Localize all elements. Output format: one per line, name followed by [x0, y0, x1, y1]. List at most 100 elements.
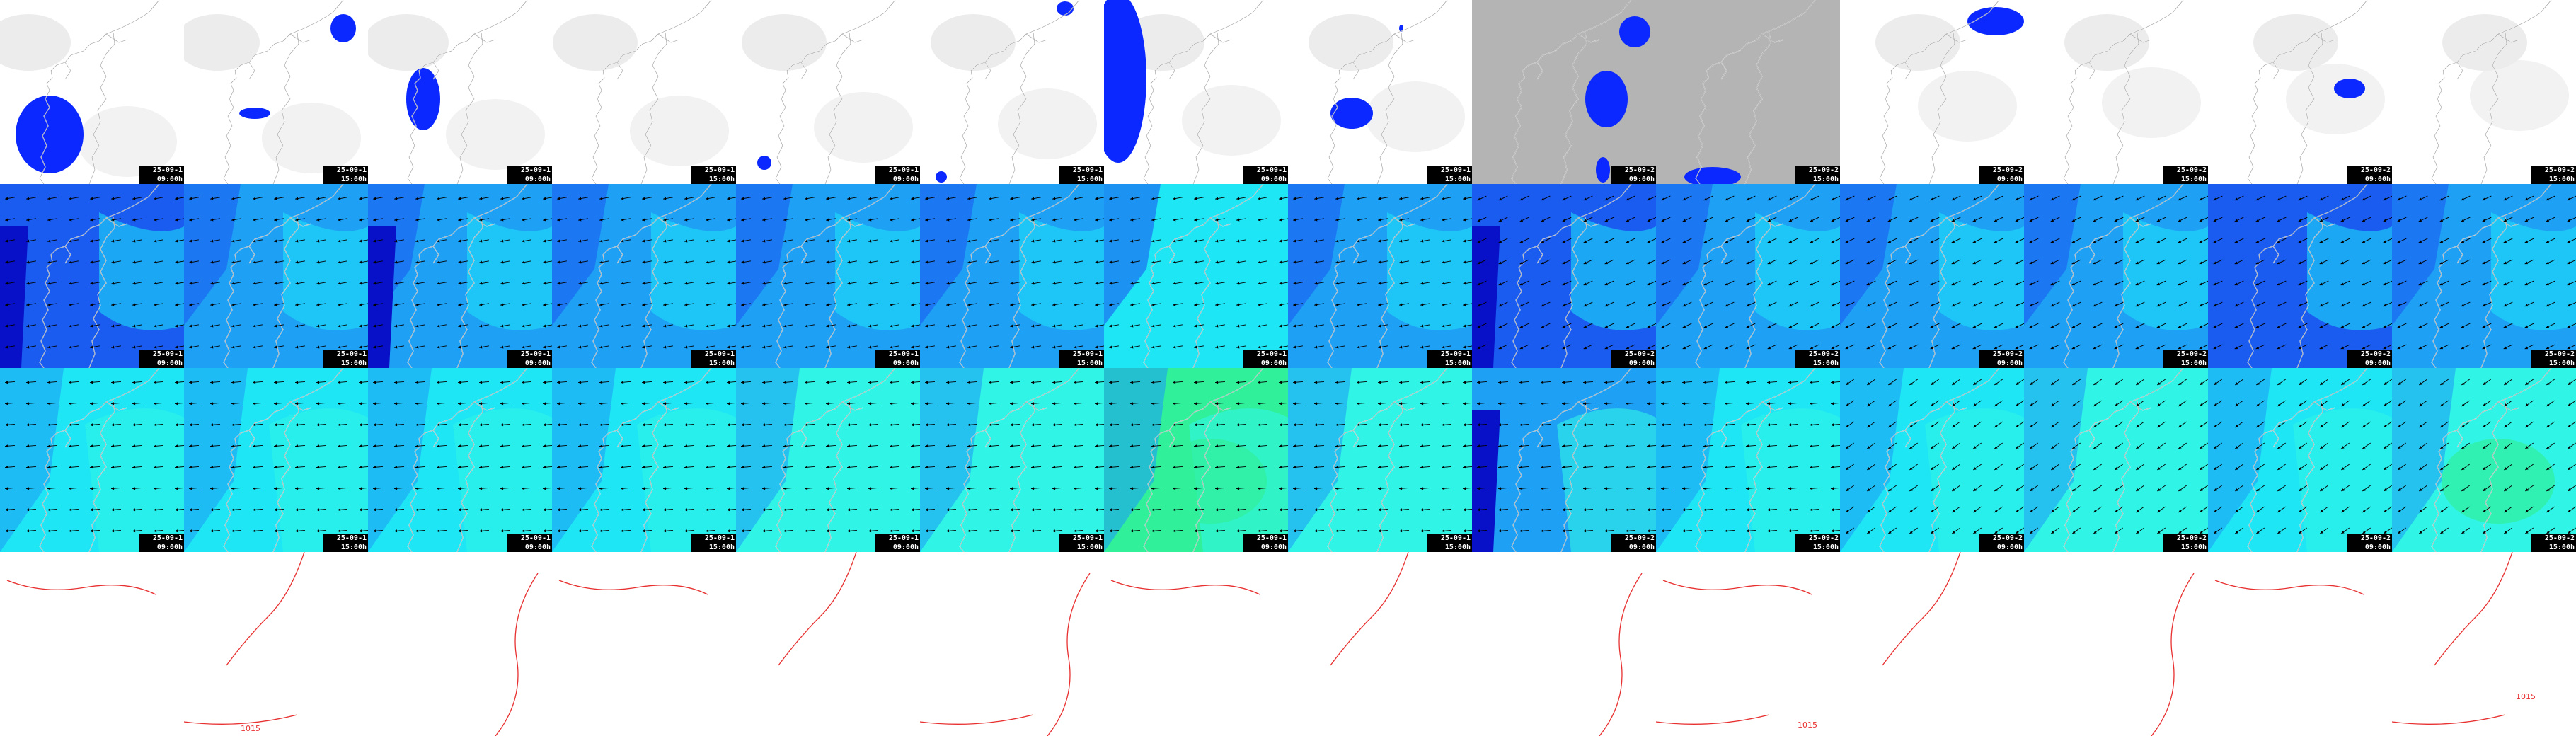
wind-arrow-icon — [500, 529, 511, 533]
wind-arrow-icon — [1151, 402, 1162, 406]
wind-arrow-icon — [1010, 303, 1020, 306]
wind-arrow-icon — [1420, 197, 1430, 200]
pressure-tile — [552, 552, 736, 736]
timestamp-date: 25-09-1 — [1256, 350, 1287, 358]
wind-arrow-icon — [154, 345, 163, 349]
wind-arrow-icon — [1052, 381, 1063, 384]
wind-arrow-icon — [1215, 282, 1225, 285]
wind-arrow-icon — [358, 466, 368, 469]
wind-arrow-icon — [1357, 345, 1367, 349]
wind-arrow-icon — [1442, 324, 1451, 328]
wind-arrow-icon — [2397, 323, 2407, 328]
timestamp-time: 15:00h — [2548, 360, 2575, 367]
wind-arrow-icon — [1462, 381, 1472, 384]
cloud-precip-tile: 25-09-2 09:00h — [2208, 0, 2392, 184]
wind-arrow-icon — [68, 508, 79, 512]
wind-arrow-icon — [1931, 400, 1939, 407]
wind-arrow-icon — [253, 282, 263, 285]
wind-arrow-icon — [2071, 344, 2081, 350]
wind-arrow-icon — [868, 239, 878, 243]
wind-arrow-icon — [436, 444, 447, 448]
wind-arrow-icon — [1313, 466, 1325, 469]
wind-upper-tile: 25-09-1 15:00h — [1288, 184, 1472, 368]
timestamp-time: 15:00h — [708, 176, 735, 183]
cloud-precip-map — [736, 0, 920, 184]
wind-arrow-icon — [1108, 381, 1120, 384]
wind-arrow-icon — [1009, 423, 1020, 427]
wind-arrow-icon — [2340, 259, 2350, 265]
wind-arrow-icon — [1314, 345, 1324, 349]
wind-arrow-icon — [762, 218, 772, 222]
timestamp-time: 15:00h — [1444, 544, 1471, 551]
wind-arrow-icon — [2504, 442, 2512, 449]
wind-arrow-icon — [641, 529, 652, 533]
wind-arrow-icon — [2030, 506, 2038, 513]
wind-lower-tile: 25-09-1 09:00h — [0, 368, 184, 552]
wind-arrow-icon — [47, 282, 57, 285]
wind-arrow-icon — [2397, 217, 2407, 222]
wind-arrow-icon — [521, 487, 532, 490]
wind-arrow-icon — [2568, 442, 2576, 449]
wind-arrow-icon — [1660, 508, 1672, 512]
wind-arrow-icon — [2156, 259, 2166, 265]
wind-arrow-icon — [543, 282, 552, 285]
wind-arrow-icon — [415, 239, 425, 243]
wind-arrow-icon — [26, 239, 36, 243]
wind-arrow-icon — [2178, 464, 2187, 471]
wind-arrow-icon — [1441, 529, 1452, 533]
wind-arrow-icon — [727, 239, 736, 243]
wind-arrow-icon — [2050, 238, 2060, 243]
wind-arrow-icon — [1866, 301, 1876, 307]
wind-arrow-icon — [577, 508, 589, 512]
wind-arrow-icon — [2440, 400, 2449, 407]
isobar-icon — [1599, 573, 1643, 736]
wind-arrow-icon — [1095, 260, 1104, 264]
wind-arrow-icon — [2214, 400, 2222, 407]
wind-arrow-icon — [231, 345, 241, 349]
wind-arrow-icon — [946, 324, 956, 328]
wind-upper-map — [368, 184, 552, 368]
wind-arrow-icon — [2277, 217, 2287, 222]
wind-arrow-icon — [2051, 379, 2059, 386]
wind-arrow-icon — [90, 260, 100, 264]
wind-arrow-icon — [1724, 487, 1735, 490]
wind-arrow-icon — [989, 197, 999, 200]
wind-arrow-icon — [1335, 260, 1345, 264]
wind-arrow-icon — [1746, 238, 1756, 243]
wind-arrow-icon — [479, 303, 489, 306]
wind-arrow-icon — [2255, 238, 2265, 243]
wind-arrow-icon — [2384, 506, 2392, 513]
timestamp-date: 25-09-1 — [336, 166, 367, 174]
wind-arrow-icon — [847, 303, 857, 306]
wind-arrow-icon — [1497, 508, 1509, 512]
wind-arrow-icon — [556, 423, 568, 427]
wind-lower-map — [0, 368, 184, 552]
wind-arrow-icon — [478, 487, 490, 490]
wind-arrow-icon — [274, 324, 284, 328]
wind-arrow-icon — [372, 508, 384, 512]
wind-arrow-icon — [741, 239, 751, 243]
wind-arrow-icon — [945, 423, 957, 427]
wind-arrow-icon — [1519, 381, 1530, 384]
timestamp-date: 25-09-2 — [1992, 166, 2023, 174]
wind-arrow-icon — [1541, 238, 1551, 243]
cloud-precip-tile: 25-09-2 15:00h — [1656, 0, 1840, 184]
wind-arrow-icon — [2461, 506, 2470, 513]
wind-arrow-icon — [2504, 485, 2512, 492]
wind-arrow-icon — [1647, 217, 1656, 222]
wind-arrow-icon — [26, 345, 36, 349]
wind-arrow-icon — [1292, 508, 1304, 512]
wind-arrow-icon — [2383, 280, 2392, 286]
wind-arrow-icon — [2341, 442, 2350, 449]
wind-arrow-icon — [1052, 423, 1063, 427]
wind-arrow-icon — [783, 324, 793, 328]
wind-arrow-icon — [1809, 466, 1820, 469]
wind-arrow-icon — [2050, 344, 2060, 350]
wind-arrow-icon — [174, 402, 184, 406]
wind-arrow-icon — [804, 487, 815, 490]
wind-arrow-icon — [415, 508, 426, 512]
wind-arrow-icon — [542, 508, 552, 512]
wind-arrow-icon — [1745, 508, 1756, 512]
wind-arrow-icon — [415, 345, 425, 349]
